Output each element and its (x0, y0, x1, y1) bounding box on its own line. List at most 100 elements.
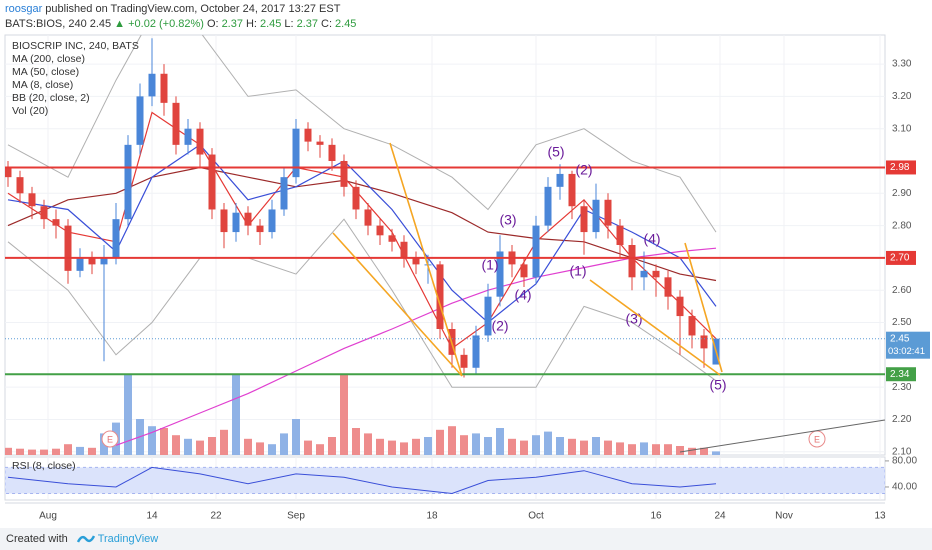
volume-bar (436, 429, 444, 455)
rsi-tick-label: 40.00 (892, 482, 917, 493)
candle-body (568, 173, 576, 207)
volume-bar (472, 433, 480, 455)
volume-bar (388, 440, 396, 455)
ohlc: O: 2.37 H: 2.45 L: 2.37 C: 2.45 (207, 18, 360, 30)
candle-body (208, 154, 216, 210)
candle-body (640, 270, 648, 278)
volume-bar (460, 435, 468, 455)
publish-line: roosgar published on TradingView.com, Oct… (5, 2, 362, 17)
event-marker (101, 430, 119, 448)
candle-body (688, 316, 696, 336)
candle-body (76, 257, 84, 271)
volume-bar (676, 446, 684, 455)
candle-body (472, 335, 480, 368)
volume-bar (448, 426, 456, 455)
line-series (115, 247, 717, 446)
trendlines (332, 142, 723, 377)
legend-entry: Vol (20) (12, 105, 48, 117)
volume-bar (292, 419, 300, 455)
candle-body (520, 264, 528, 278)
price: 2.45 (89, 18, 112, 30)
candle-body (256, 225, 264, 233)
volume-bar (184, 438, 192, 455)
author[interactable]: roosgar (5, 3, 43, 15)
candle-body (184, 128, 192, 145)
candle-body (196, 128, 204, 155)
brand[interactable]: TradingView (97, 533, 159, 545)
candle-body (160, 73, 168, 103)
wave-label: (3) (499, 212, 516, 228)
volume-bar (268, 444, 276, 455)
y-tick-label: 2.30 (892, 382, 912, 393)
volume-bar (208, 437, 216, 455)
y-tick-label: 2.80 (892, 220, 912, 231)
symbol-line: BATS:BIOS, 240 2.45 ▲ +0.02 (+0.82%) O: 2.37… (5, 17, 362, 32)
volume-bar (568, 438, 576, 455)
candle-body (304, 128, 312, 142)
volume-bar (256, 442, 264, 455)
event-label: E (814, 434, 820, 444)
trendline (684, 242, 723, 373)
volume-bar (712, 451, 720, 455)
rsi-legend: RSI (8, close) (12, 460, 76, 472)
y-tick-label: 3.20 (892, 91, 912, 102)
candle-body (28, 193, 36, 207)
event-label: E (107, 434, 113, 444)
volume-bar (520, 440, 528, 455)
volume-bar (280, 433, 288, 455)
volume-bar (220, 429, 228, 455)
x-tick-label: 18 (426, 511, 438, 522)
candle-body (376, 225, 384, 236)
volume-bar (544, 431, 552, 455)
volume-bar (364, 433, 372, 455)
volume-bar (196, 440, 204, 455)
footer: Created with TradingView (0, 528, 932, 550)
candle-body (148, 73, 156, 97)
candle-body (556, 173, 564, 187)
candle-body (652, 270, 660, 278)
x-tick-label: Oct (528, 511, 544, 522)
volume-bar (244, 438, 252, 455)
volume-bar (376, 438, 384, 455)
bb-upper (7, 35, 717, 233)
volume-bar (400, 442, 408, 455)
ohlc-label: O: (206, 18, 219, 30)
chart: 3.30 3.20 3.10 2.90 2.80 2.60 2.50 2.30 2.20 2.10… (4, 34, 930, 522)
candle-body (268, 209, 276, 233)
candle-body (244, 212, 252, 226)
ohlc-value: 2.45 (259, 18, 282, 30)
wave-label: (1) (569, 263, 586, 279)
candle-body (280, 177, 288, 210)
candle-body (532, 225, 540, 278)
legend-entry: BB (20, close, 2) (12, 92, 90, 104)
ohlc-value: 2.37 (296, 18, 319, 30)
last-price-tag (886, 331, 930, 359)
wave-label: (5) (709, 377, 726, 393)
volume-bar (664, 444, 672, 455)
level-label: 2.34 (890, 369, 910, 380)
volume-bar (640, 442, 648, 455)
wave-label: (4) (643, 231, 660, 247)
volume-bar (160, 428, 168, 455)
volume-bar (40, 449, 48, 455)
candle-body (592, 199, 600, 233)
volume-bar (5, 447, 12, 455)
volume-bar (532, 435, 540, 455)
volume-bar (64, 444, 72, 455)
symbol: BATS:BIOS, 240 (5, 18, 87, 30)
x-tick-label: 13 (874, 511, 886, 522)
header: roosgar published on TradingView.com, Oct… (5, 2, 362, 32)
candle-body (172, 102, 180, 145)
candle-body (484, 296, 492, 336)
candle-body (136, 96, 144, 145)
main-pane (4, 34, 886, 456)
candle-body (88, 257, 96, 265)
candle-body (16, 177, 24, 194)
volume-bar (340, 374, 348, 455)
candle-body (676, 296, 684, 317)
candle-body (340, 161, 348, 187)
volume-bar (304, 440, 312, 455)
trendline (589, 279, 721, 376)
candle-body (5, 167, 12, 178)
x-tick-label: Sep (287, 511, 305, 522)
